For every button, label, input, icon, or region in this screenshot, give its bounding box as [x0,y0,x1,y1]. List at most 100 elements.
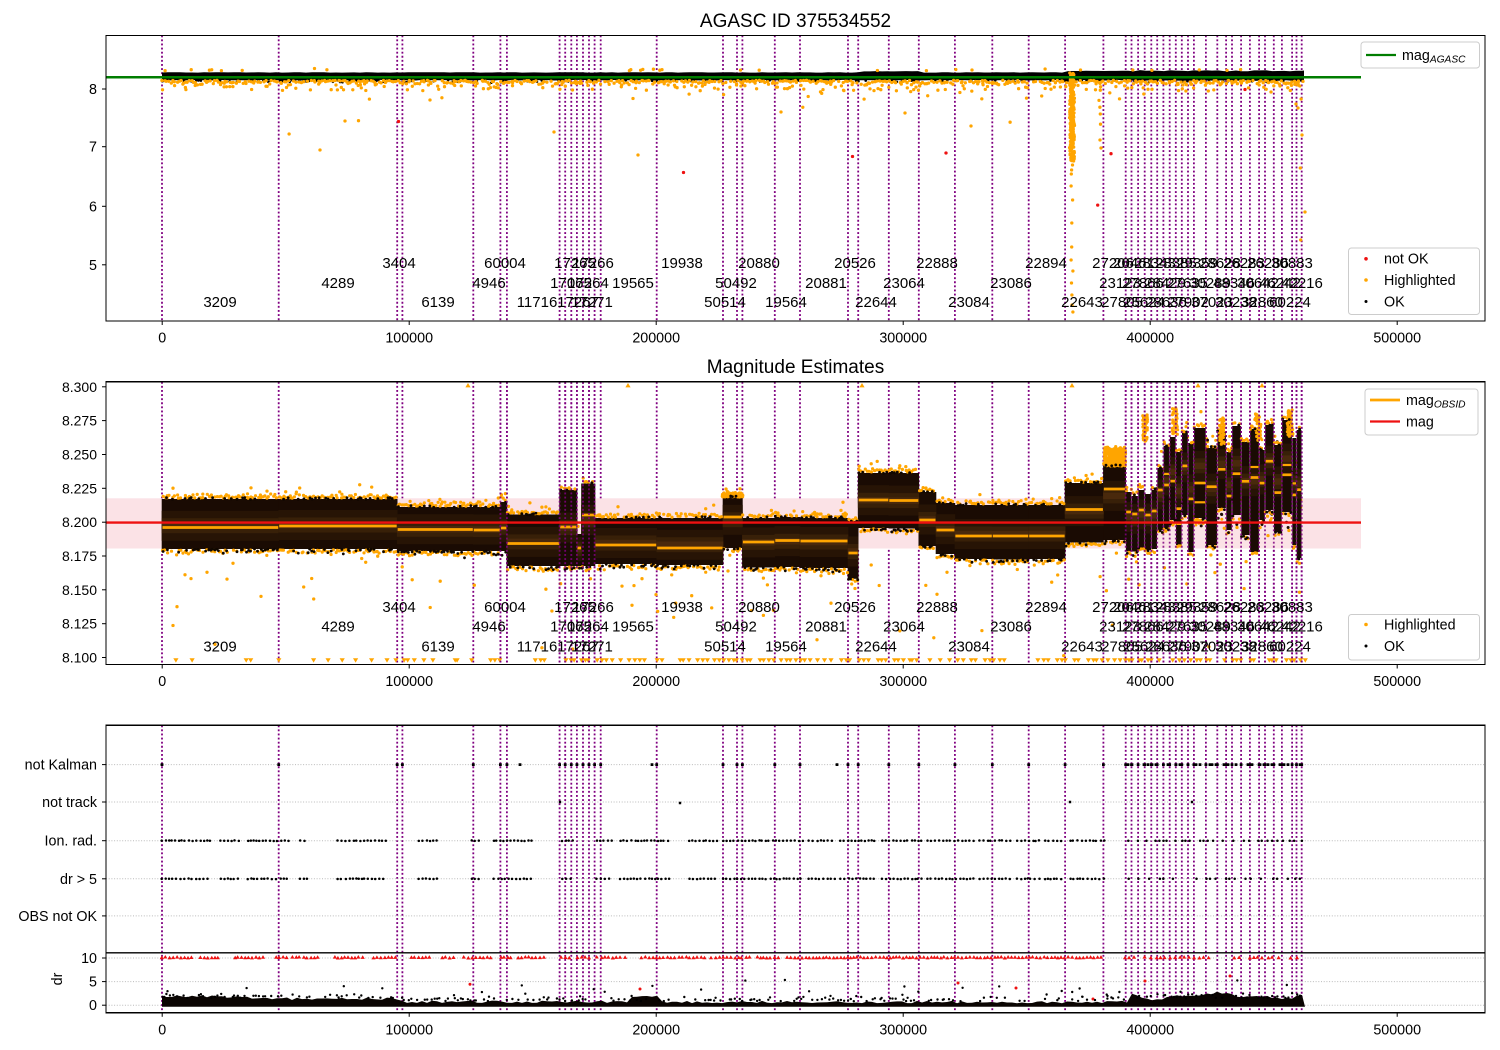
svg-text:17266: 17266 [572,255,614,272]
svg-text:3209: 3209 [203,294,236,311]
svg-text:22888: 22888 [916,255,958,272]
svg-text:27902: 27902 [1167,294,1209,311]
svg-text:28385: 28385 [1155,599,1197,616]
svg-text:27206: 27206 [1092,255,1134,272]
svg-text:OBS not OK: OBS not OK [18,909,97,925]
svg-text:50514: 50514 [704,294,746,311]
svg-text:27902: 27902 [1167,639,1209,656]
svg-text:0: 0 [158,674,166,690]
svg-text:37023: 37023 [1191,639,1233,656]
svg-text:200000: 200000 [632,674,680,690]
svg-text:20461: 20461 [1113,599,1155,616]
svg-text:30289: 30289 [1189,275,1231,292]
svg-text:19938: 19938 [661,255,703,272]
svg-text:23123: 23123 [1099,619,1141,636]
svg-text:not Kalman: not Kalman [25,758,97,774]
svg-text:Ion. rad.: Ion. rad. [45,834,97,850]
svg-text:28636: 28636 [1145,294,1187,311]
svg-text:42216: 42216 [1281,275,1323,292]
svg-text:8.250: 8.250 [62,447,97,463]
svg-text:42216: 42216 [1281,619,1323,636]
svg-text:dr > 5: dr > 5 [60,872,97,888]
svg-text:46242: 46242 [1259,619,1301,636]
svg-text:6139: 6139 [421,639,454,656]
svg-text:300000: 300000 [879,331,927,347]
svg-text:19565: 19565 [612,619,654,636]
svg-text:29359: 29359 [1176,255,1218,272]
svg-text:8.100: 8.100 [62,650,97,666]
svg-text:37023: 37023 [1191,294,1233,311]
svg-text:23123: 23123 [1099,275,1141,292]
svg-text:8: 8 [89,82,97,98]
svg-text:60224: 60224 [1269,294,1311,311]
svg-text:17271: 17271 [571,294,613,311]
svg-text:8.300: 8.300 [62,379,97,395]
svg-text:20880: 20880 [738,255,780,272]
svg-text:28628: 28628 [1199,255,1241,272]
svg-text:4289: 4289 [321,275,354,292]
svg-text:23064: 23064 [883,275,925,292]
svg-text:23086: 23086 [990,275,1032,292]
svg-text:6: 6 [89,199,97,215]
svg-text:500000: 500000 [1373,674,1421,690]
svg-text:46242: 46242 [1259,275,1301,292]
svg-text:23084: 23084 [948,294,990,311]
svg-text:26283: 26283 [1223,599,1265,616]
svg-text:8.125: 8.125 [62,616,97,632]
svg-text:mag: mag [1406,415,1434,431]
svg-text:28636: 28636 [1145,639,1187,656]
svg-text:60224: 60224 [1269,639,1311,656]
svg-text:17271: 17271 [571,639,613,656]
svg-text:28628: 28628 [1199,599,1241,616]
svg-text:5: 5 [89,258,97,274]
svg-text:26283: 26283 [1223,255,1265,272]
svg-text:20526: 20526 [834,599,876,616]
svg-text:30642: 30642 [1237,275,1279,292]
svg-text:19938: 19938 [661,599,703,616]
svg-text:28343: 28343 [1134,599,1176,616]
svg-text:19564: 19564 [765,639,807,656]
svg-text:not OK: not OK [1384,252,1429,268]
svg-text:200000: 200000 [632,1022,680,1038]
svg-text:5: 5 [89,975,97,991]
svg-text:4946: 4946 [472,619,505,636]
svg-text:29359: 29359 [1176,599,1218,616]
svg-text:20881: 20881 [805,275,847,292]
svg-text:500000: 500000 [1373,331,1421,347]
svg-text:27635: 27635 [1166,619,1208,636]
svg-text:7: 7 [89,140,97,156]
svg-text:4946: 4946 [472,275,505,292]
svg-text:60004: 60004 [484,255,526,272]
svg-text:23084: 23084 [948,639,990,656]
svg-text:8.150: 8.150 [62,582,97,598]
svg-text:Magnitude Estimates: Magnitude Estimates [707,357,884,378]
svg-text:0: 0 [89,998,97,1014]
svg-text:200000: 200000 [632,331,680,347]
svg-text:19564: 19564 [765,294,807,311]
svg-text:48346: 48346 [1213,275,1255,292]
svg-text:30883: 30883 [1271,255,1313,272]
svg-text:20461: 20461 [1113,255,1155,272]
svg-text:22894: 22894 [1025,255,1067,272]
svg-text:27805: 27805 [1101,294,1143,311]
svg-text:27805: 27805 [1101,639,1143,656]
svg-text:11716: 11716 [517,294,558,311]
svg-text:17267: 17267 [557,639,599,656]
svg-text:30238: 30238 [1215,639,1257,656]
svg-text:50514: 50514 [704,639,746,656]
svg-text:32860: 32860 [1241,639,1283,656]
svg-text:22644: 22644 [855,639,897,656]
svg-text:30289: 30289 [1189,619,1231,636]
svg-text:400000: 400000 [1126,674,1174,690]
svg-text:30238: 30238 [1215,294,1257,311]
svg-text:OK: OK [1384,639,1405,655]
svg-text:3404: 3404 [382,255,415,272]
svg-text:32860: 32860 [1241,294,1283,311]
svg-text:26286: 26286 [1247,599,1289,616]
svg-text:19565: 19565 [612,275,654,292]
svg-text:400000: 400000 [1126,1022,1174,1038]
svg-text:3209: 3209 [203,639,236,656]
svg-text:0: 0 [158,331,166,347]
svg-text:100000: 100000 [385,331,433,347]
svg-text:48346: 48346 [1213,619,1255,636]
